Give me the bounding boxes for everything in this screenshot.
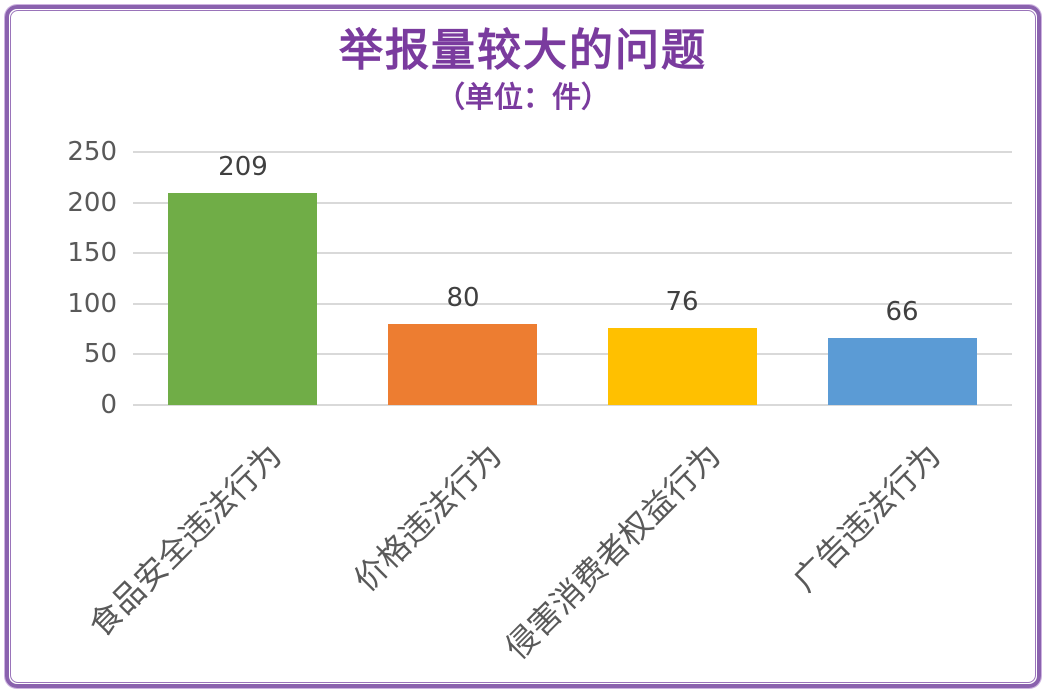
y-tick-label: 250 bbox=[67, 137, 117, 167]
y-tick-label: 50 bbox=[83, 339, 117, 370]
bar-value-label: 66 bbox=[885, 297, 919, 327]
plot-area: 0 50 100 150 200 250 209 食品安全违法行为 80 价格违法行为 76 侵害消费… bbox=[67, 137, 1012, 667]
y-tick-label: 0 bbox=[100, 390, 117, 420]
bar bbox=[828, 338, 977, 405]
bar bbox=[168, 193, 317, 405]
bar bbox=[388, 324, 537, 405]
category-label: 广告违法行为 bbox=[785, 436, 949, 599]
category-label: 侵害消费者权益行为 bbox=[497, 436, 729, 667]
bar-value-label: 80 bbox=[446, 283, 480, 313]
chart-title: 举报量较大的问题 bbox=[339, 25, 707, 76]
gridline bbox=[133, 151, 1012, 153]
gridline bbox=[133, 404, 1012, 406]
category-label: 价格违法行为 bbox=[346, 436, 510, 599]
y-tick-label: 100 bbox=[67, 288, 117, 319]
gridline bbox=[133, 302, 1012, 305]
chart-subtitle: （单位：件） bbox=[435, 80, 610, 114]
bar bbox=[608, 328, 757, 405]
bar-value-label: 209 bbox=[218, 152, 268, 182]
y-tick-label: 150 bbox=[67, 238, 117, 269]
bar-value-label: 76 bbox=[665, 287, 699, 317]
y-tick-label: 200 bbox=[67, 187, 117, 218]
gridline bbox=[133, 353, 1012, 356]
gridline bbox=[133, 252, 1012, 255]
category-label: 食品安全违法行为 bbox=[81, 436, 290, 645]
gridline bbox=[133, 201, 1012, 204]
